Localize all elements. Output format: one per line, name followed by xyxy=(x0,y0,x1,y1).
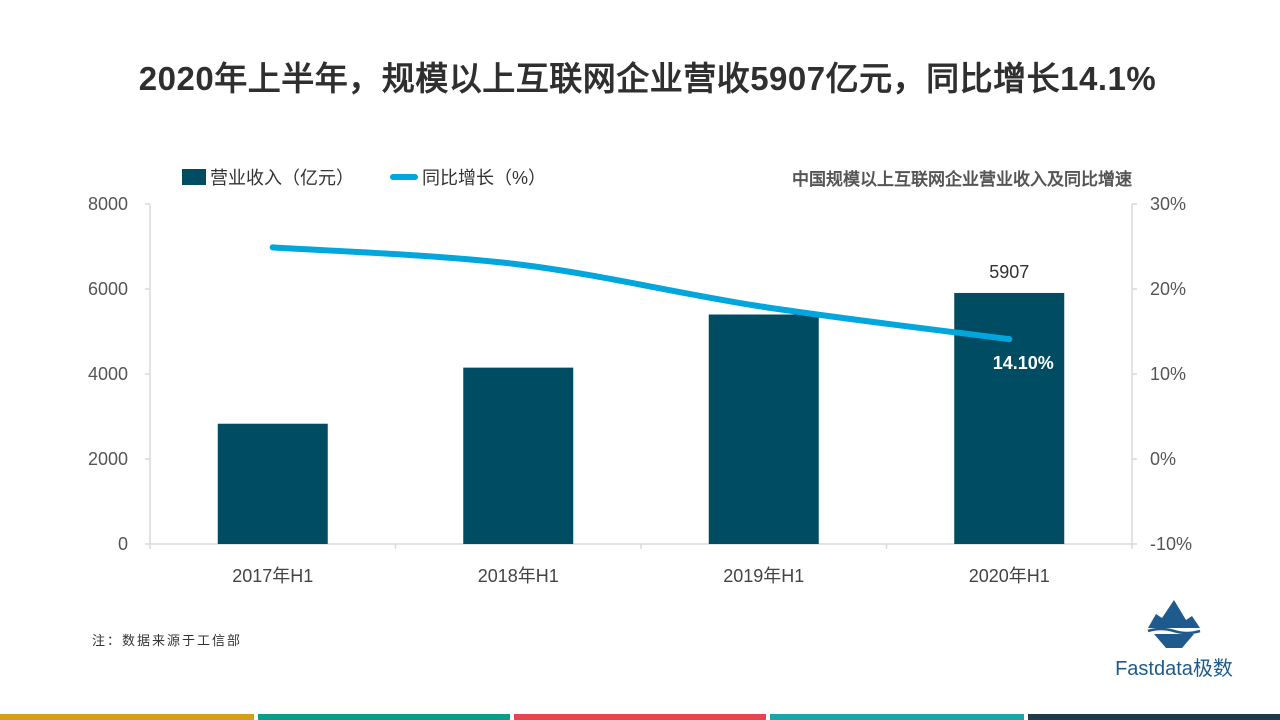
revenue-bar xyxy=(463,367,574,544)
x-tick-label: 2018年H1 xyxy=(478,566,559,586)
chart-subtitle: 中国规模以上互联网企业营业收入及同比增速 xyxy=(792,170,1132,189)
revenue-bar xyxy=(217,423,328,544)
legend-item-revenue: 营业收入（亿元） xyxy=(182,164,354,190)
revenue-bar xyxy=(708,314,819,544)
y-left-tick-label: 2000 xyxy=(88,449,128,469)
growth-point xyxy=(269,244,276,251)
iceberg-icon xyxy=(1147,600,1201,648)
source-note: 注：数据来源于工信部 xyxy=(92,634,243,649)
y-left-tick-label: 6000 xyxy=(88,279,128,299)
page-title: 2020年上半年，规模以上互联网企业营收5907亿元，同比增长14.1% xyxy=(138,60,1157,97)
fastdata-logo: Fastdata极数 xyxy=(1104,598,1244,682)
y-right-tick-label: 0% xyxy=(1150,449,1176,469)
footer-stripe-5 xyxy=(1028,714,1280,720)
x-tick-label: 2019年H1 xyxy=(723,566,804,586)
growth-point xyxy=(760,303,767,310)
x-tick-label: 2020年H1 xyxy=(969,566,1050,586)
growth-point xyxy=(515,261,522,268)
x-tick-label: 2017年H1 xyxy=(232,566,313,586)
footer-stripe-1 xyxy=(0,714,254,720)
growth-line xyxy=(269,244,1013,343)
growth-data-label: 14.10% xyxy=(993,353,1054,373)
legend-label-revenue: 营业收入（亿元） xyxy=(210,168,354,188)
y-right-tick-label: 30% xyxy=(1150,194,1186,214)
growth-point xyxy=(1006,336,1013,343)
footer-stripe-3 xyxy=(514,714,766,720)
legend-item-growth: 同比增长（%） xyxy=(390,164,546,190)
y-left-tick-label: 8000 xyxy=(88,194,128,214)
revenue-data-label: 5907 xyxy=(989,262,1029,282)
legend-label-growth: 同比增长（%） xyxy=(422,168,547,188)
y-left-tick-label: 4000 xyxy=(88,364,128,384)
revenue-bar xyxy=(954,292,1065,544)
y-right-tick-label: 20% xyxy=(1150,279,1186,299)
y-right-tick-label: 10% xyxy=(1150,364,1186,384)
y-left-tick-label: 0 xyxy=(118,534,128,554)
footer-stripe-4 xyxy=(770,714,1024,720)
y-right-tick-label: -10% xyxy=(1150,534,1192,554)
chart-legend: 营业收入（亿元） 同比增长（%） xyxy=(182,164,582,190)
legend-swatch-line xyxy=(390,174,418,180)
logo-text: Fastdata极数 xyxy=(1115,658,1233,680)
legend-swatch-bar xyxy=(182,169,206,185)
footer-stripe-2 xyxy=(258,714,510,720)
